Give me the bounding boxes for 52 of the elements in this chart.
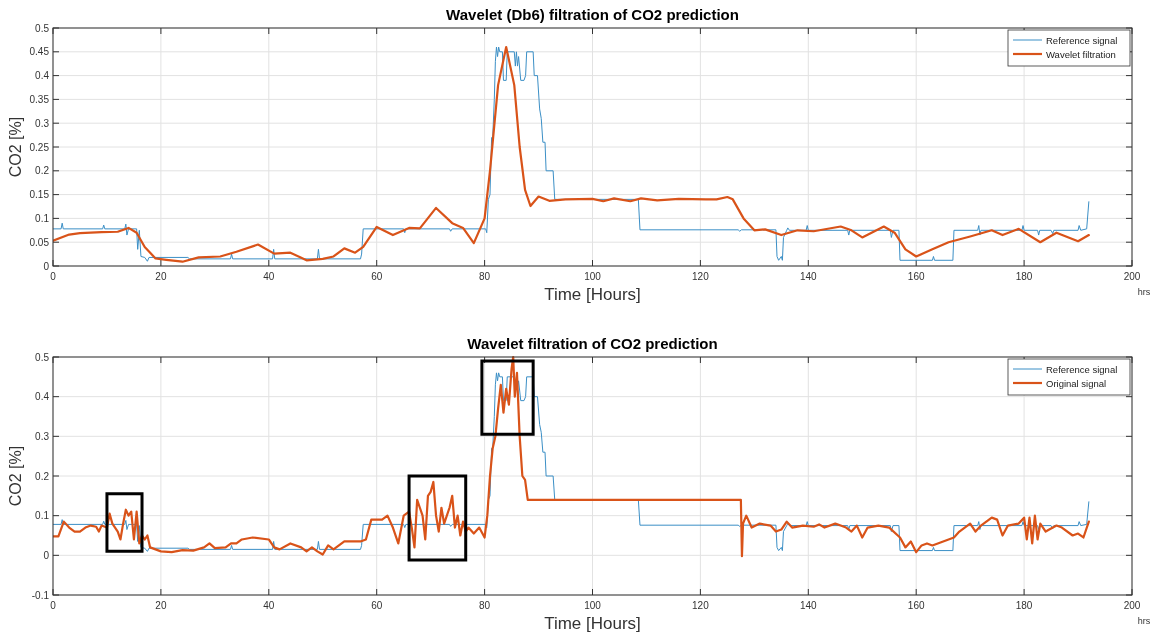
y-tick-label: 0.2 [35, 165, 50, 177]
x-tick-label: 140 [799, 271, 818, 282]
y-tick-label: 0.2 [35, 470, 50, 482]
y-axis-title: CO2 [%] [7, 445, 24, 507]
x-tick-label: 60 [371, 271, 383, 282]
y-tick-label: 0.5 [35, 351, 50, 363]
x-tick-label: 180 [1015, 600, 1033, 611]
y-tick-label: 0.1 [35, 510, 50, 522]
x-tick-label: 60 [371, 600, 383, 611]
x-tick-label: 200 [1123, 600, 1141, 611]
legend-label: Original signal [1046, 377, 1107, 389]
x-tick-label: 100 [584, 271, 602, 282]
x-tick-label: 40 [263, 271, 275, 282]
y-tick-label: -0.1 [31, 589, 50, 601]
y-tick-label: 0.45 [29, 46, 50, 58]
y-tick-label: 0.25 [29, 141, 50, 153]
text: hrs [1137, 616, 1151, 626]
y-tick-label: 0.3 [35, 430, 50, 442]
x-tick-label: 180 [1015, 271, 1033, 282]
chart-title: Wavelet filtration of CO2 prediction [467, 335, 718, 352]
x-tick-label: 20 [155, 271, 167, 282]
x-axis-title: Time [Hours] [544, 614, 641, 633]
chart-title: Wavelet (Db6) filtration of CO2 prediction [446, 6, 739, 23]
y-tick-label: 0.5 [35, 22, 50, 34]
y-tick-label: 0.05 [29, 236, 50, 248]
x-tick-label: 160 [907, 271, 925, 282]
y-axis-title: CO2 [%] [7, 116, 24, 178]
x-tick-label: 40 [263, 600, 275, 611]
x-tick-label: 80 [479, 271, 491, 282]
x-axis-title: Time [Hours] [544, 285, 641, 304]
legend-label: Reference signal [1046, 34, 1118, 46]
x-tick-label: 0 [50, 600, 57, 611]
y-tick-label: 0.35 [29, 93, 50, 105]
legend-label: Wavelet filtration [1046, 48, 1116, 60]
y-tick-label: 0.3 [35, 117, 50, 129]
x-tick-label: 20 [155, 600, 167, 611]
legend-label: Reference signal [1046, 363, 1118, 375]
x-tick-label: 120 [692, 600, 710, 611]
x-tick-label: 0 [50, 271, 57, 282]
y-tick-label: 0.15 [29, 189, 50, 201]
x-tick-label: 160 [907, 600, 925, 611]
x-tick-label: 120 [692, 271, 710, 282]
y-tick-label: 0.4 [35, 391, 50, 403]
y-tick-label: 0.1 [35, 212, 50, 224]
x-tick-label: 140 [799, 600, 818, 611]
y-tick-label: 0 [43, 260, 50, 272]
x-tick-label: 100 [584, 600, 602, 611]
x-tick-label: 200 [1123, 271, 1141, 282]
y-tick-label: 0 [43, 549, 50, 561]
y-tick-label: 0.4 [35, 70, 50, 82]
text: hrs [1137, 287, 1151, 297]
x-tick-label: 80 [479, 600, 491, 611]
